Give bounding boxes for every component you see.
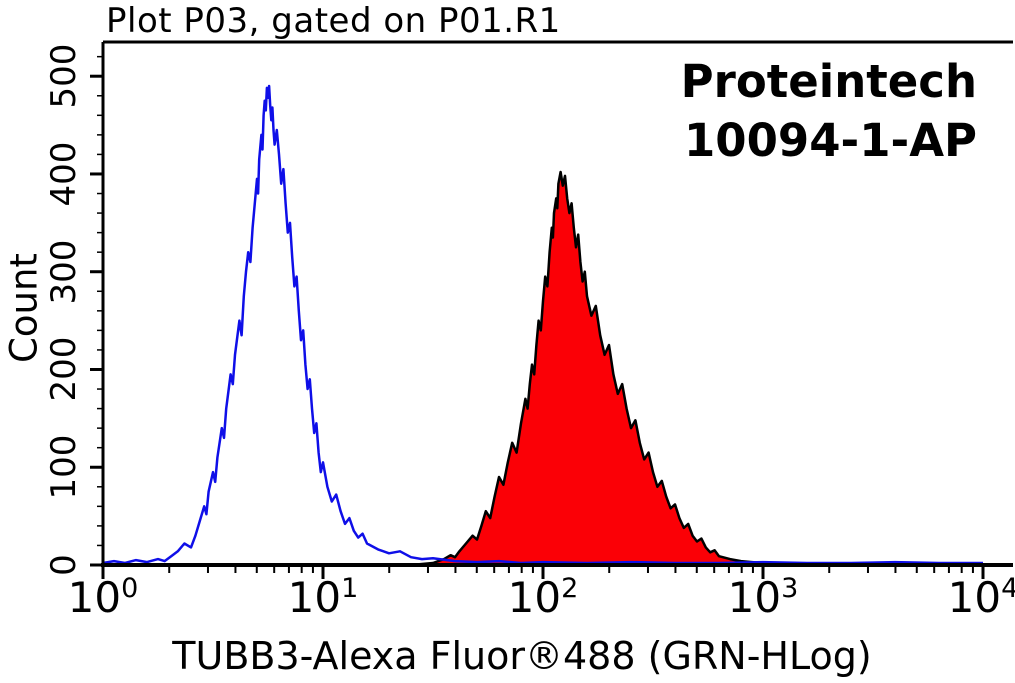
y-tick-label: 400 [44, 141, 84, 207]
y-tick-label: 500 [44, 43, 84, 109]
x-tick-base: 10 [727, 573, 782, 622]
x-tick-label: 103 [728, 574, 799, 621]
x-tick-label: 101 [288, 574, 359, 621]
annotation-vendor: Proteintech [680, 55, 977, 108]
x-tick-exponent: 0 [121, 573, 139, 604]
x-tick-base: 10 [507, 573, 562, 622]
annotation-catalog: 10094-1-AP [683, 114, 977, 168]
x-tick-label: 104 [948, 574, 1015, 621]
x-axis-label: TUBB3-Alexa Fluor®488 (GRN-HLog) [172, 634, 872, 678]
y-tick-label: 0 [44, 554, 84, 576]
blue-open-histogram [102, 84, 983, 565]
tick-marks [90, 55, 985, 579]
x-tick-base: 10 [947, 573, 1002, 622]
y-tick-label: 200 [44, 337, 84, 402]
x-tick-exponent: 4 [1001, 573, 1015, 604]
red-filled-histogram [409, 170, 809, 567]
plot-title: Plot P03, gated on P01.R1 [106, 1, 561, 41]
annotation-block: Proteintech 10094-1-AP [681, 52, 977, 171]
x-tick-exponent: 2 [561, 573, 579, 604]
x-tick-label: 100 [68, 574, 139, 621]
x-tick-exponent: 1 [341, 573, 359, 604]
y-tick-label: 100 [44, 434, 84, 500]
x-tick-exponent: 3 [781, 573, 799, 604]
x-tick-base: 10 [67, 573, 122, 622]
x-tick-base: 10 [287, 573, 342, 622]
y-tick-label: 300 [44, 239, 84, 305]
x-tick-label: 102 [508, 574, 579, 621]
axis-lines [101, 40, 1013, 567]
